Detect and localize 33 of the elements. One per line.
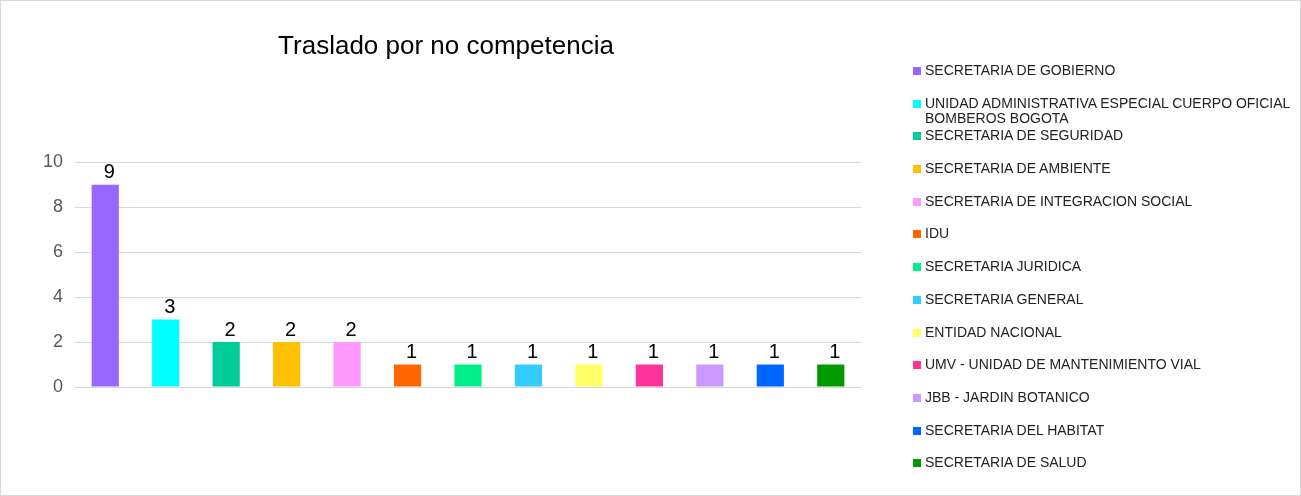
legend-label: SECRETARIA DE GOBIERNO	[925, 62, 1116, 78]
y-tick-label: 8	[53, 196, 64, 217]
y-tick-label: 0	[53, 375, 64, 396]
data-label: 2	[224, 317, 236, 340]
legend-label: SECRETARIA DE INTEGRACION SOCIAL	[925, 192, 1193, 209]
data-label: 1	[587, 340, 599, 363]
data-label: 1	[466, 340, 478, 363]
data-label: 1	[829, 340, 841, 363]
data-label: 1	[647, 340, 659, 363]
legend-label: SECRETARIA DE AMBIENTE	[925, 160, 1111, 177]
data-label: 1	[708, 340, 720, 363]
y-tick-label: 6	[53, 241, 64, 262]
data-label: 1	[768, 340, 780, 363]
legend-label: JBB - JARDIN BOTANICO	[925, 388, 1090, 405]
legend-label: SECRETARIA DEL HABITAT	[925, 421, 1105, 438]
legend-label: ENTIDAD NACIONAL	[925, 323, 1062, 340]
legend-label: SECRETARIA DE SALUD	[925, 454, 1087, 471]
data-label: 2	[285, 317, 297, 340]
legend-label: IDU	[925, 225, 950, 242]
y-tick-label: 4	[53, 286, 64, 307]
legend-label: SECRETARIA DE SEGURIDAD	[925, 127, 1124, 144]
data-label: 1	[405, 340, 418, 363]
legend-label: UNIDAD ADMINISTRATIVA ESPECIAL CUERPO OFICIAL BOMBEROS BOGOTA	[925, 94, 1291, 126]
y-tick-label: 10	[42, 151, 64, 172]
data-label: 3	[164, 295, 176, 318]
chart-title: Traslado por no competencia	[278, 29, 615, 60]
legend-label: SECRETARIA JURIDICA	[925, 258, 1082, 275]
legend-label: SECRETARIA GENERAL	[925, 290, 1084, 307]
y-tick-label: 2	[53, 331, 64, 352]
data-label: 1	[526, 340, 539, 363]
data-label: 9	[103, 160, 115, 183]
legend-label: UMV - UNIDAD DE MANTENIMIENTO VIAL	[925, 356, 1201, 373]
data-label: 2	[345, 317, 357, 340]
